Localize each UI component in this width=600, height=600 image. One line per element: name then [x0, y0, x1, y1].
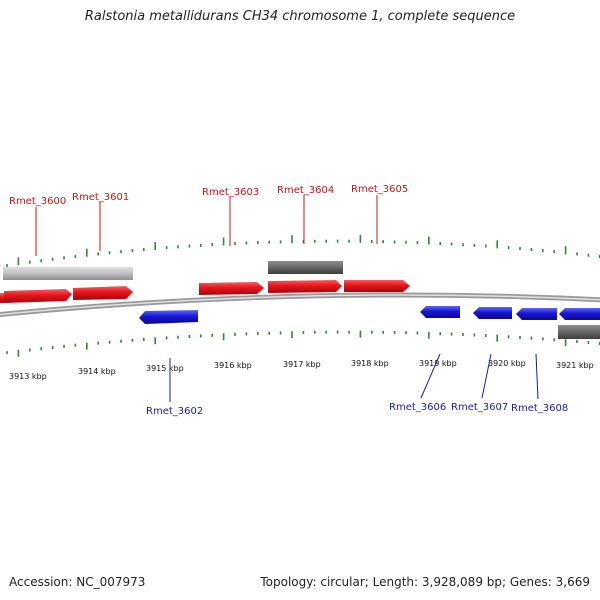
gene-arrow-3609: [559, 308, 600, 320]
gene-label-rmet-3605: Rmet_3605: [351, 184, 408, 195]
gene-arrow-3605: [344, 280, 410, 292]
gene-label-rmet-3600: Rmet_3600: [9, 196, 66, 207]
kbp-label: 3919 kbp: [419, 359, 457, 368]
forward-strand-genes: [0, 280, 410, 303]
gene-label-rmet-3603: Rmet_3603: [202, 187, 259, 198]
kbp-label: 3915 kbp: [146, 364, 184, 373]
kbp-label: 3918 kbp: [351, 359, 389, 368]
accession-text: Accession: NC_007973: [9, 575, 146, 589]
map-title: Ralstonia metallidurans CH34 chromosome …: [84, 9, 516, 24]
grey-features: [3, 261, 600, 339]
tick-marks-bottom: [6, 330, 600, 357]
kbp-scale: 3913 kbp 3914 kbp 3915 kbp 3916 kbp 3917…: [9, 359, 594, 381]
gene-arrow-3608: [516, 308, 557, 320]
kbp-label: 3913 kbp: [9, 372, 47, 381]
gene-arrow-3607: [473, 307, 512, 319]
gene-arrow-3606: [420, 306, 460, 318]
gene-arrow-3600: [4, 289, 72, 303]
gene-label-rmet-3607: Rmet_3607: [451, 402, 508, 413]
kbp-label: 3920 kbp: [488, 359, 526, 368]
gene-arrow-3604: [268, 280, 342, 293]
leader-line: [420, 353, 441, 399]
grey-feature-dark-right: [558, 325, 600, 339]
backbone: [0, 292, 600, 318]
leader-line: [535, 353, 539, 400]
kbp-label: 3914 kbp: [78, 367, 116, 376]
gene-labels-bottom: [169, 353, 539, 402]
gene-label-rmet-3606: Rmet_3606: [389, 402, 446, 413]
leader-line: [481, 353, 492, 399]
gene-arrow-3601: [73, 286, 133, 300]
tick-marks-top: [6, 234, 600, 267]
kbp-label: 3921 kbp: [556, 361, 594, 370]
grey-feature-dark: [268, 261, 343, 274]
grey-feature-light: [3, 267, 133, 280]
reverse-strand-genes: [139, 306, 600, 324]
gene-arrow-3603: [199, 282, 264, 295]
topology-stats-text: Topology: circular; Length: 3,928,089 bp…: [260, 575, 590, 589]
gene-arrow-3602: [139, 310, 198, 324]
kbp-label: 3917 kbp: [283, 360, 321, 369]
gene-label-rmet-3608: Rmet_3608: [511, 403, 568, 414]
kbp-label: 3916 kbp: [214, 361, 252, 370]
gene-labels-top: [35, 195, 378, 256]
gene-label-rmet-3601: Rmet_3601: [72, 192, 129, 203]
gene-label-rmet-3604: Rmet_3604: [277, 185, 334, 196]
gene-label-rmet-3602: Rmet_3602: [146, 406, 203, 417]
